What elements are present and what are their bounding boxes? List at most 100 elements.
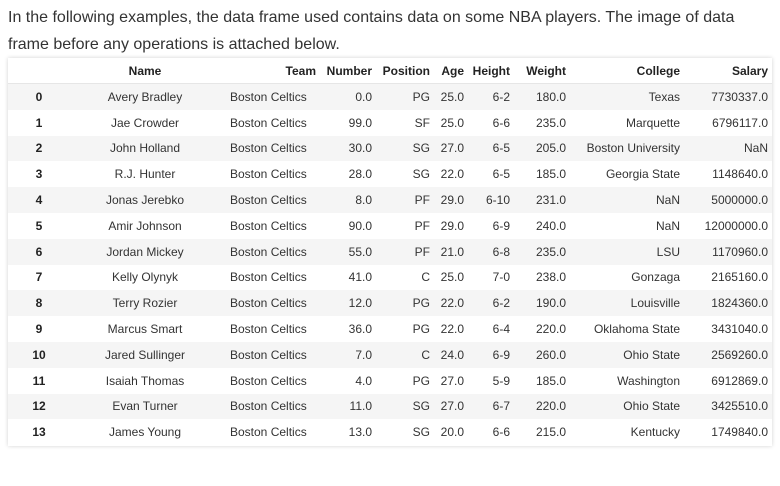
table-row: 1 Jae Crowder Boston Celtics 99.0 SF 25.0 6-6 2… <box>8 109 772 136</box>
age-cell: 25.0 <box>440 270 464 285</box>
table-row: 6 Jordan Mickey Boston Celtics 55.0 PF 21.0 6-… <box>8 238 772 265</box>
weight-cell: 205.0 <box>535 141 566 156</box>
name-cell: John Holland <box>109 141 181 156</box>
table-row: 4 Jonas Jerebko Boston Celtics 8.0 PF 29.0 6-1… <box>8 187 772 213</box>
college-cell: Louisville <box>630 296 680 311</box>
number-cell: 99.0 <box>348 115 372 130</box>
age-cell: 22.0 <box>440 296 464 311</box>
team-cell: Boston Celtics <box>230 244 307 259</box>
salary-cell: 5000000.0 <box>711 193 768 208</box>
weight-cell: 235.0 <box>535 244 566 259</box>
row-index: 2 <box>35 141 43 156</box>
salary-cell: 3425510.0 <box>711 399 768 414</box>
number-cell: 8.0 <box>355 193 372 208</box>
table-row: 3 R.J. Hunter Boston Celtics 28.0 SG 22.0 6-5 1… <box>8 161 772 188</box>
table-row: 10 Jared Sullinger Boston Celtics 7.0 C 24.0 6… <box>8 341 772 368</box>
height-cell: 6-9 <box>492 218 510 233</box>
weight-cell: 185.0 <box>535 167 566 182</box>
row-index: 5 <box>35 218 43 233</box>
number-cell: 0.0 <box>355 89 372 104</box>
salary-cell: 1749840.0 <box>711 425 768 440</box>
team-cell: Boston Celtics <box>230 399 307 414</box>
number-cell: 4.0 <box>355 373 372 388</box>
weight-cell: 240.0 <box>535 218 566 233</box>
row-index: 10 <box>32 347 46 362</box>
salary-cell: NaN <box>743 141 768 156</box>
age-cell: 20.0 <box>440 425 464 440</box>
number-cell: 30.0 <box>348 141 372 156</box>
position-cell: C <box>421 270 430 285</box>
team-cell: Boston Celtics <box>230 425 307 440</box>
table-row: 7 Kelly Olynyk Boston Celtics 41.0 C 25.0 7-0 2… <box>8 264 772 291</box>
team-cell: Boston Celtics <box>230 89 307 104</box>
position-cell: PG <box>412 296 430 311</box>
weight-cell: 220.0 <box>535 322 566 337</box>
column-header-salary: Salary <box>684 58 772 84</box>
number-cell: 55.0 <box>348 244 372 259</box>
dataframe-container: Name Team Number Position Age Height Wei… <box>8 58 772 446</box>
table-body: 0 Avery Bradley Boston Celtics 0.0 PG 25.0 6-2… <box>8 83 772 446</box>
salary-cell: 2569260.0 <box>711 347 768 362</box>
name-cell: Jared Sullinger <box>104 347 186 362</box>
age-cell: 29.0 <box>440 218 464 233</box>
position-cell: PF <box>414 218 430 233</box>
college-cell: Ohio State <box>623 347 680 362</box>
number-cell: 41.0 <box>348 270 372 285</box>
column-header-height: Height <box>468 58 514 84</box>
team-cell: Boston Celtics <box>230 141 307 156</box>
row-index: 11 <box>32 373 46 388</box>
name-cell: Avery Bradley <box>107 89 183 104</box>
weight-cell: 180.0 <box>535 89 566 104</box>
age-cell: 25.0 <box>440 115 464 130</box>
column-header-name: Name <box>70 58 220 84</box>
number-cell: 12.0 <box>348 296 372 311</box>
age-cell: 27.0 <box>440 373 464 388</box>
dataframe-table: Name Team Number Position Age Height Wei… <box>8 58 772 446</box>
name-cell: Evan Turner <box>112 399 178 414</box>
height-cell: 6-5 <box>492 167 510 182</box>
number-cell: 36.0 <box>348 322 372 337</box>
column-header-team: Team <box>220 58 320 84</box>
college-cell: Boston University <box>586 141 680 156</box>
age-cell: 21.0 <box>440 244 464 259</box>
team-cell: Boston Celtics <box>230 296 307 311</box>
position-cell: PG <box>412 322 430 337</box>
height-cell: 6-2 <box>492 296 510 311</box>
college-cell: Kentucky <box>630 425 680 440</box>
salary-cell: 1824360.0 <box>711 296 768 311</box>
team-cell: Boston Celtics <box>230 167 307 182</box>
table-row: 9 Marcus Smart Boston Celtics 36.0 PG 22.0 6-4… <box>8 316 772 342</box>
row-index: 8 <box>35 296 43 311</box>
height-cell: 6-5 <box>492 141 510 156</box>
salary-cell: 12000000.0 <box>704 218 768 233</box>
weight-cell: 220.0 <box>535 399 566 414</box>
salary-cell: 1170960.0 <box>712 244 768 259</box>
weight-cell: 215.0 <box>535 425 566 440</box>
name-cell: Amir Johnson <box>108 218 182 233</box>
age-cell: 22.0 <box>440 322 464 337</box>
team-cell: Boston Celtics <box>230 115 307 130</box>
column-header-college: College <box>570 58 684 84</box>
header-row: Name Team Number Position Age Height Wei… <box>8 58 772 84</box>
name-cell: Isaiah Thomas <box>105 373 185 388</box>
height-cell: 6-7 <box>492 399 510 414</box>
college-cell: Texas <box>648 89 680 104</box>
table-row: 8 Terry Rozier Boston Celtics 12.0 PG 22.0 6-2… <box>8 290 772 317</box>
age-cell: 29.0 <box>440 193 464 208</box>
intro-paragraph: In the following examples, the data fram… <box>8 9 735 53</box>
height-cell: 6-4 <box>492 322 510 337</box>
height-cell: 6-10 <box>485 193 510 208</box>
row-index: 7 <box>35 270 43 285</box>
row-index: 13 <box>32 425 46 440</box>
height-cell: 6-8 <box>492 244 510 259</box>
age-cell: 24.0 <box>440 347 464 362</box>
age-cell: 27.0 <box>440 399 464 414</box>
college-cell: Ohio State <box>623 399 680 414</box>
row-index: 3 <box>35 167 43 182</box>
position-cell: SF <box>414 115 430 130</box>
row-index: 0 <box>35 89 43 104</box>
team-cell: Boston Celtics <box>230 322 307 337</box>
college-cell: Washington <box>617 373 680 388</box>
name-cell: R.J. Hunter <box>114 167 176 182</box>
column-header-weight: Weight <box>514 58 570 84</box>
